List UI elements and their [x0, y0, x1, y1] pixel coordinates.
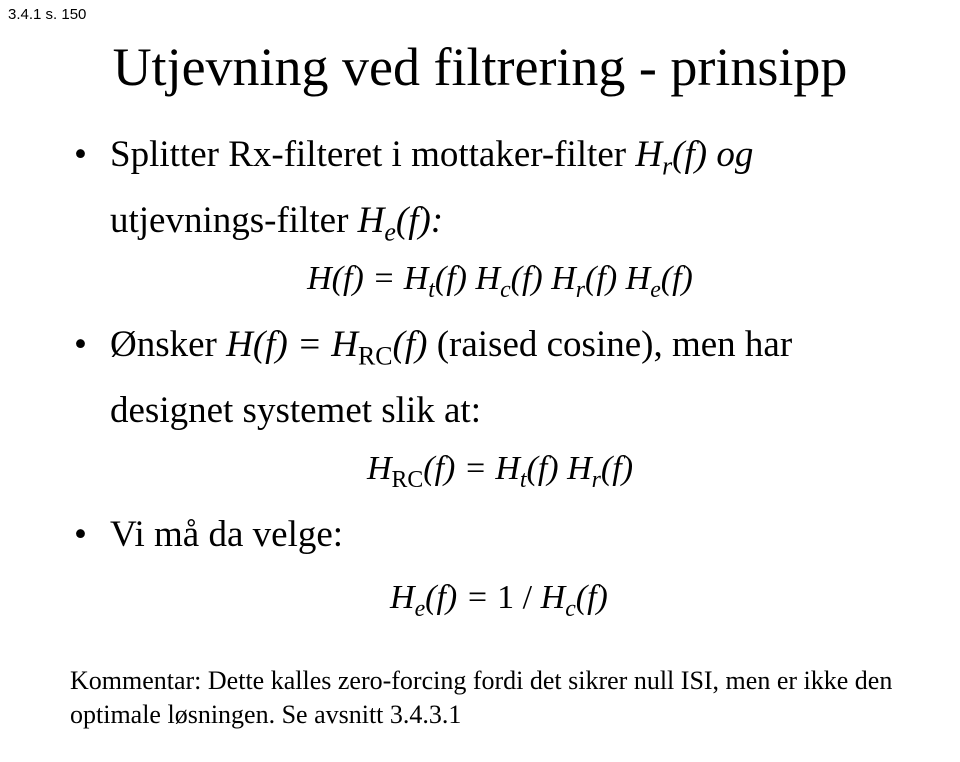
b2-rc: RC: [358, 341, 393, 370]
comment-line-2: optimale løsningen. Se avsnitt 3.4.3.1: [70, 698, 900, 732]
section-ref: 3.4.1 s. 150: [8, 6, 86, 23]
eq1-r: r: [576, 277, 585, 303]
eq3-slash: /: [514, 579, 540, 616]
eq3-one: 1: [497, 579, 514, 616]
b1c-he-post: (f):: [396, 200, 443, 241]
eq1-f: (f): [661, 260, 693, 297]
b1-hr: Hr(f) og: [635, 134, 753, 175]
b1c-he-sub: e: [384, 217, 396, 246]
eq1-d: (f) H: [511, 260, 576, 297]
eq2-rc: RC: [392, 466, 424, 492]
b1-hr-sub: r: [662, 151, 672, 180]
bullet-1-cont: utjevnings-filter He(f):: [70, 196, 900, 246]
eq2-b: (f) = H: [423, 450, 520, 487]
comment-block: Kommentar: Dette kalles zero-forcing for…: [70, 664, 900, 732]
eq3-c: c: [565, 596, 576, 622]
equation-1: H(f) = Ht(f) Hc(f) Hr(f) He(f): [110, 256, 890, 302]
b1-hr-H: H: [635, 134, 662, 175]
page-title: Utjevning ved filtrering - prinsipp: [0, 36, 960, 98]
body-content: Splitter Rx-filteret i mottaker-filter H…: [70, 130, 900, 639]
eq1-c: c: [500, 277, 511, 303]
b2-hf-b: (f): [393, 324, 437, 365]
eq3-end: (f): [576, 579, 608, 616]
b1c-he-H: H: [358, 200, 385, 241]
eq2-r: r: [592, 466, 601, 492]
eq1-esub: e: [650, 277, 661, 303]
eq2-d: (f): [601, 450, 633, 487]
eq3-e: e: [415, 596, 426, 622]
eq3-b: (f) =: [425, 579, 497, 616]
eq1-a: H(f) = H: [307, 260, 428, 297]
b1c-he: He(f):: [358, 200, 443, 241]
slide-page: 3.4.1 s. 150 Utjevning ved filtrering - …: [0, 0, 960, 762]
b1-text-pre: Splitter Rx-filteret i mottaker-filter: [110, 134, 635, 175]
b2-raised: (raised cosine), men har: [437, 324, 792, 365]
equation-2: HRC(f) = Ht(f) Hr(f): [110, 446, 890, 492]
b2-hf-a: H(f) = H: [226, 324, 358, 365]
equation-3: He(f) = 1 / Hc(f): [390, 575, 900, 621]
b1c-pre: utjevnings-filter: [110, 200, 358, 241]
eq2-a: H: [367, 450, 392, 487]
eq3-h: H: [541, 579, 566, 616]
bullet-2-cont: designet systemet slik at:: [70, 386, 900, 436]
eq2-t: t: [520, 466, 527, 492]
eq2-c: (f) H: [527, 450, 592, 487]
eq3-a: H: [390, 579, 415, 616]
eq1-b: (f) H: [435, 260, 500, 297]
b1-hr-post: (f) og: [672, 134, 753, 175]
eq1-e: (f) H: [585, 260, 650, 297]
comment-line-1: Kommentar: Dette kalles zero-forcing for…: [70, 664, 900, 698]
eq1-t: t: [428, 277, 435, 303]
bullet-list: Splitter Rx-filteret i mottaker-filter H…: [70, 130, 900, 621]
bullet-3: Vi må da velge:: [70, 510, 900, 560]
b2-pre: Ønsker: [110, 324, 226, 365]
b2-hf: H(f) = HRC(f): [226, 324, 437, 365]
bullet-1: Splitter Rx-filteret i mottaker-filter H…: [70, 130, 900, 180]
bullet-2: Ønsker H(f) = HRC(f) (raised cosine), me…: [70, 320, 900, 370]
